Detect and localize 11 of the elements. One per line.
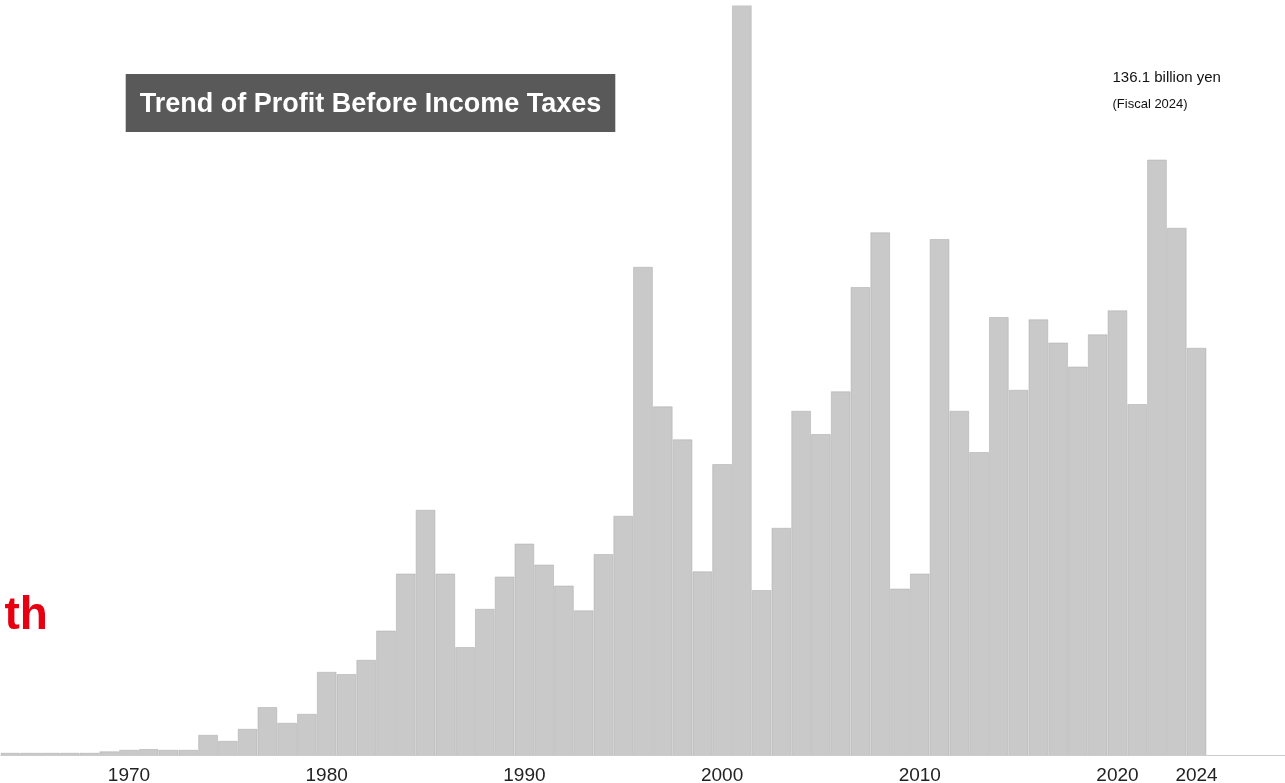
annotation: th — [4, 587, 48, 639]
x-tick-label: 2000 — [700, 763, 744, 783]
annotation: 136.1 billion yen — [1112, 68, 1221, 86]
text: Trend of Profit Before Income Taxes — [139, 88, 602, 118]
x-tick-label: 2024 — [1175, 763, 1219, 783]
annotation: (Fiscal 2024) — [1112, 95, 1188, 111]
x-tick-label: 1980 — [305, 763, 348, 783]
x-tick-label: 1970 — [107, 763, 151, 783]
x-tick-label: 2010 — [898, 763, 941, 783]
x-tick-label: 2020 — [1096, 763, 1139, 783]
x-tick-label: 1990 — [503, 763, 546, 783]
